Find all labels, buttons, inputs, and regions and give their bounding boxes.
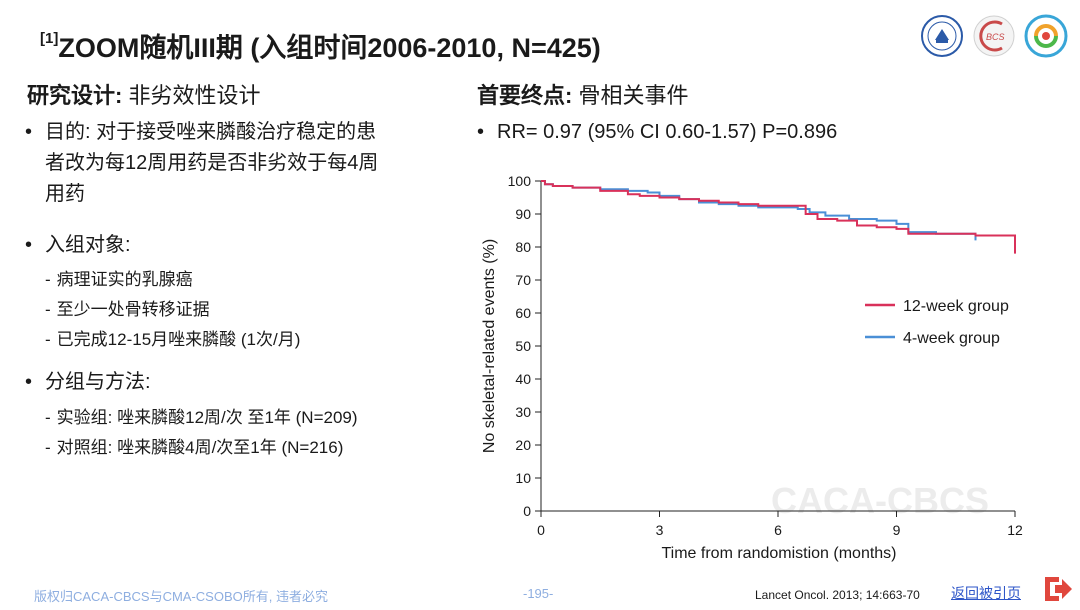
citation-reference: Lancet Oncol. 2013; 14:663-70 bbox=[755, 588, 920, 602]
back-to-citing-page-link[interactable]: 返回被引页 bbox=[951, 585, 1021, 601]
svg-text:BCS: BCS bbox=[986, 32, 1005, 42]
y-tick-label: 100 bbox=[508, 173, 532, 189]
group-item: - 对照组: 唑来膦酸4周/次至1年 (N=216) bbox=[45, 438, 344, 457]
chart-series bbox=[541, 180, 1016, 254]
y-tick-label: 80 bbox=[515, 239, 531, 255]
group-item: - 实验组: 唑来膦酸12周/次 至1年 (N=209) bbox=[45, 408, 358, 427]
enroll-item: - 已完成12-15月唑来膦酸 (1次/月) bbox=[45, 330, 301, 349]
copyright-text: 版权归CACA-CBCS与CMA-CSOBO所有, 违者必究 bbox=[34, 589, 328, 604]
chart-watermark: CACA-CBCS bbox=[771, 480, 989, 521]
logo-group: BCS bbox=[920, 14, 1068, 58]
chart-legend: 12-week group 4-week group bbox=[865, 298, 1009, 347]
y-tick-label: 60 bbox=[515, 305, 531, 321]
groups-bullet: • 分组与方法: bbox=[25, 371, 151, 393]
slide-title: [1]ZOOM随机III期 (入组时间2006-2010, N=425) bbox=[40, 26, 601, 65]
x-tick-label: 12 bbox=[1007, 522, 1023, 538]
x-tick-label: 3 bbox=[656, 522, 664, 538]
y-tick-label: 50 bbox=[515, 338, 531, 354]
rr-bullet: • RR= 0.97 (95% CI 0.60-1.57) P=0.896 bbox=[477, 121, 838, 143]
x-tick-label: 6 bbox=[774, 522, 782, 538]
y-tick-label: 20 bbox=[515, 437, 531, 453]
study-design-heading: 研究设计: 非劣效性设计 bbox=[27, 83, 261, 108]
university-seal-icon bbox=[921, 15, 963, 57]
cma-logo-icon bbox=[1024, 14, 1068, 58]
legend-label: 12-week group bbox=[903, 298, 1009, 315]
enroll-item: - 病理证实的乳腺癌 bbox=[45, 270, 193, 289]
purpose-bullet: • 目的: 对于接受唑来膦酸治疗稳定的患 者改为每12周用药是否非劣效于每4周 … bbox=[25, 121, 379, 205]
title-text: ZOOM随机III期 (入组时间2006-2010, N=425) bbox=[58, 33, 601, 63]
y-tick-label: 10 bbox=[515, 470, 531, 486]
legend-label: 4-week group bbox=[903, 330, 1000, 347]
x-tick-label: 0 bbox=[537, 522, 545, 538]
x-axis-label: Time from randomistion (months) bbox=[661, 545, 896, 562]
enroll-item: - 至少一处骨转移证据 bbox=[45, 300, 210, 319]
series-line bbox=[541, 180, 1016, 254]
y-tick-label: 0 bbox=[523, 503, 531, 519]
y-tick-label: 90 bbox=[515, 206, 531, 222]
title-reference: [1] bbox=[40, 30, 59, 47]
y-tick-label: 40 bbox=[515, 371, 531, 387]
exit-arrow-icon[interactable] bbox=[1041, 574, 1073, 604]
page-number: -195- bbox=[523, 586, 554, 601]
bcs-logo-icon: BCS bbox=[973, 15, 1015, 57]
x-tick-label: 9 bbox=[893, 522, 901, 538]
kaplan-meier-chart: CACA-CBCS 0 10 20 30 40 50 60 70 80 90 100 0 3 6 9 12 1… bbox=[481, 173, 1023, 562]
enroll-bullet: • 入组对象: bbox=[25, 234, 131, 256]
y-tick-label: 70 bbox=[515, 272, 531, 288]
y-axis-label: No skeletal-related events (%) bbox=[481, 239, 498, 453]
primary-endpoint-heading: 首要终点: 骨相关事件 bbox=[477, 83, 689, 108]
chart-axes: 0 10 20 30 40 50 60 70 80 90 100 0 3 6 9 12 bbox=[508, 173, 1023, 538]
y-tick-label: 30 bbox=[515, 404, 531, 420]
